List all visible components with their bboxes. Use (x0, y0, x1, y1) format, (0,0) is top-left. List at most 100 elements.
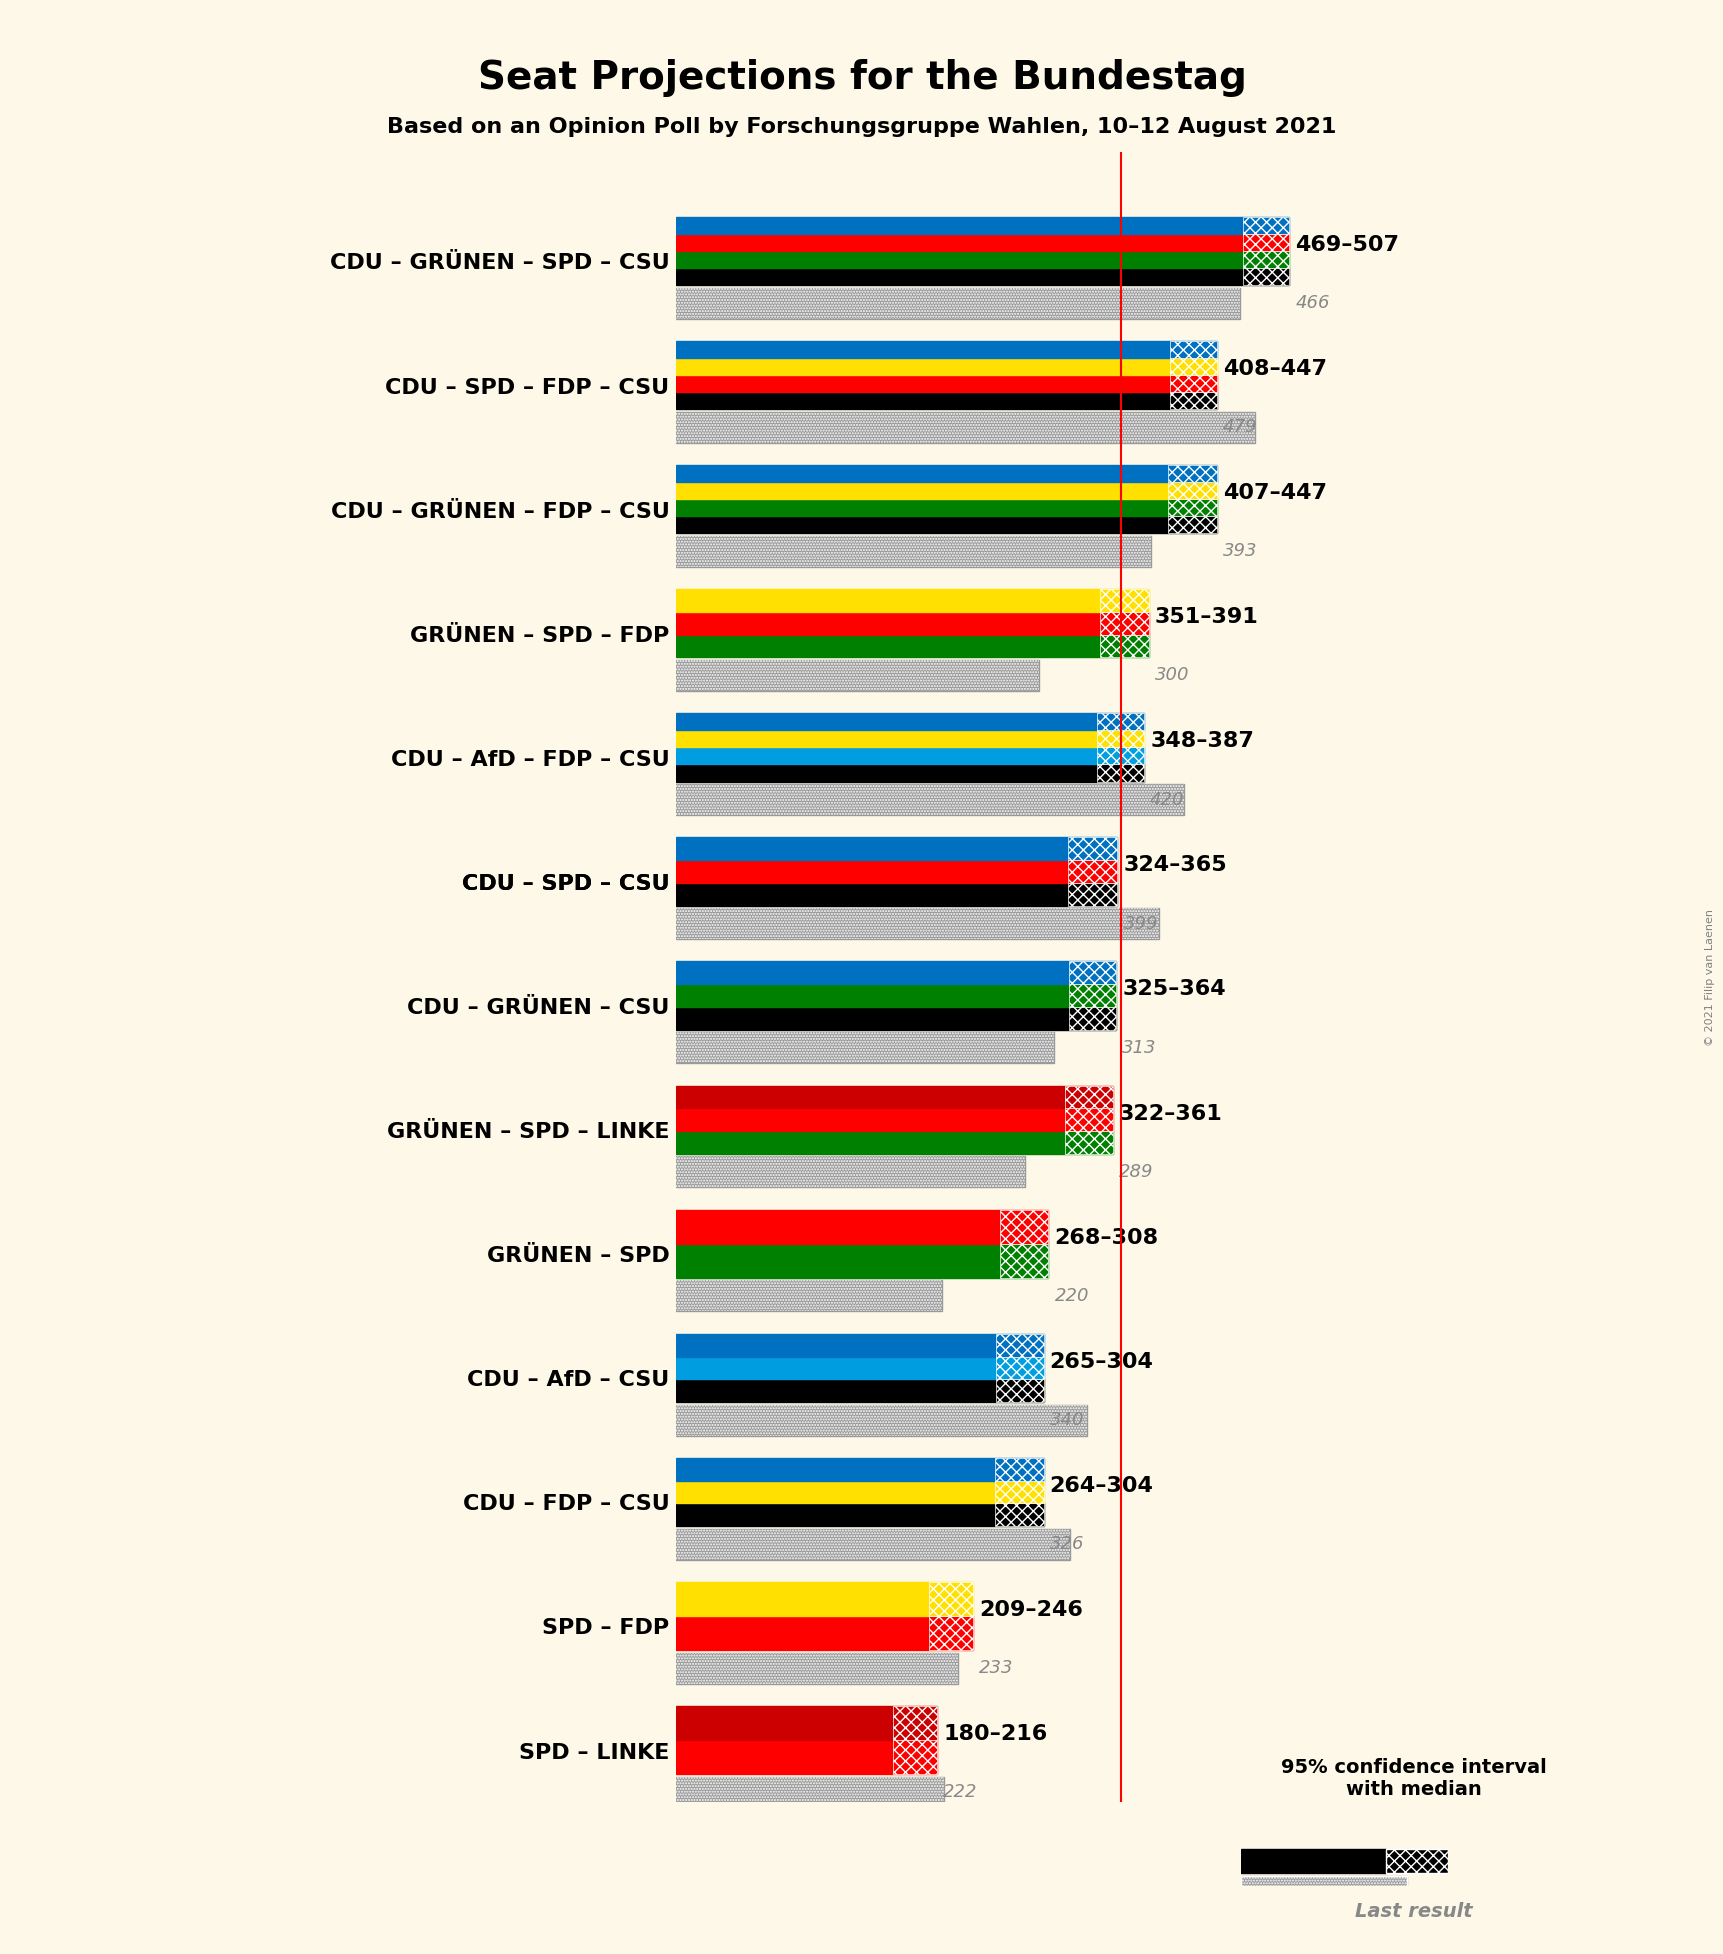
Bar (994, 1503, 1042, 1526)
Bar (675, 250, 1289, 268)
Text: 268–308: 268–308 (1054, 1227, 1158, 1247)
Text: GRÜNEN – SPD – FDP: GRÜNEN – SPD – FDP (410, 625, 669, 645)
Bar (893, 1741, 937, 1774)
Bar (893, 1706, 937, 1741)
Bar (675, 909, 1158, 940)
Bar (1242, 268, 1289, 285)
Bar (1241, 1876, 1406, 1886)
Bar (675, 535, 1151, 567)
Bar (994, 1458, 1042, 1481)
Bar (999, 1245, 1048, 1278)
Bar (1067, 883, 1117, 905)
Bar (675, 342, 1216, 358)
Bar (675, 465, 1216, 483)
Bar (675, 1503, 1042, 1526)
Bar (1096, 764, 1144, 782)
Bar (1168, 358, 1216, 375)
Bar (675, 1776, 944, 1807)
Text: 289: 289 (1118, 1163, 1153, 1180)
Bar (675, 1458, 1042, 1481)
Text: CDU – SPD – CSU: CDU – SPD – CSU (462, 873, 669, 893)
Bar (1067, 838, 1117, 860)
Bar (675, 1131, 1111, 1153)
Bar (675, 1210, 1048, 1245)
Bar (1168, 342, 1216, 358)
Bar (675, 1006, 1115, 1030)
Bar (675, 1157, 1025, 1188)
Bar (675, 1280, 941, 1311)
Bar (675, 1653, 956, 1684)
Bar (675, 412, 1254, 444)
Text: 324–365: 324–365 (1123, 856, 1227, 875)
Text: 399: 399 (1123, 914, 1158, 932)
Bar (675, 612, 1148, 635)
Bar (675, 1405, 1087, 1436)
Text: 326: 326 (1049, 1536, 1084, 1553)
Bar (1068, 985, 1115, 1006)
Bar (1168, 483, 1216, 498)
Bar (1099, 635, 1148, 657)
Bar (675, 590, 1148, 612)
Bar (675, 287, 1239, 319)
Text: Seat Projections for the Bundestag: Seat Projections for the Bundestag (477, 59, 1246, 96)
Text: 325–364: 325–364 (1122, 979, 1225, 998)
Bar (675, 764, 1144, 782)
Bar (675, 358, 1216, 375)
Text: CDU – GRÜNEN – SPD – CSU: CDU – GRÜNEN – SPD – CSU (329, 254, 669, 274)
Bar (1096, 748, 1144, 764)
Bar (675, 516, 1216, 533)
Text: 265–304: 265–304 (1049, 1352, 1153, 1372)
Text: 95% confidence interval
with median: 95% confidence interval with median (1280, 1759, 1546, 1798)
Bar (675, 1741, 937, 1774)
Text: CDU – FDP – CSU: CDU – FDP – CSU (462, 1495, 669, 1514)
Bar (1168, 465, 1216, 483)
Bar (675, 1335, 1042, 1356)
Bar (675, 412, 1254, 444)
Text: 479: 479 (1222, 418, 1256, 436)
Bar (1099, 612, 1148, 635)
Text: SPD – FDP: SPD – FDP (543, 1618, 669, 1639)
Bar (675, 1776, 944, 1807)
Text: 313: 313 (1122, 1040, 1156, 1057)
Bar (675, 1356, 1042, 1380)
Bar (675, 1157, 1025, 1188)
Bar (675, 1528, 1070, 1559)
Bar (1241, 1848, 1385, 1874)
Text: 209–246: 209–246 (979, 1600, 1082, 1620)
Bar (1065, 1131, 1111, 1153)
Bar (675, 660, 1039, 692)
Bar (675, 1616, 973, 1651)
Bar (675, 1245, 1048, 1278)
Bar (999, 1210, 1048, 1245)
Text: 340: 340 (1049, 1411, 1084, 1428)
Text: 393: 393 (1222, 543, 1256, 561)
Bar (996, 1356, 1042, 1380)
Bar (929, 1583, 973, 1616)
Text: 180–216: 180–216 (942, 1723, 1048, 1745)
Text: GRÜNEN – SPD – LINKE: GRÜNEN – SPD – LINKE (386, 1122, 669, 1143)
Bar (1241, 1876, 1406, 1886)
Text: 351–391: 351–391 (1154, 608, 1258, 627)
Text: CDU – GRÜNEN – FDP – CSU: CDU – GRÜNEN – FDP – CSU (331, 502, 669, 522)
Text: 220: 220 (1054, 1288, 1089, 1305)
Bar (996, 1335, 1042, 1356)
Bar (994, 1481, 1042, 1503)
Bar (675, 985, 1115, 1006)
Text: GRÜNEN – SPD: GRÜNEN – SPD (486, 1247, 669, 1266)
Bar (675, 1706, 937, 1741)
Bar (675, 217, 1289, 234)
Bar (675, 498, 1216, 516)
Bar (675, 1481, 1042, 1503)
Text: 222: 222 (942, 1784, 977, 1802)
Text: CDU – SPD – CSU: CDU – SPD – CSU (462, 873, 669, 893)
Bar (929, 1616, 973, 1651)
Bar (1242, 217, 1289, 234)
Bar (675, 860, 1117, 883)
Text: © 2021 Filip van Laenen: © 2021 Filip van Laenen (1704, 909, 1714, 1045)
Text: Based on an Opinion Poll by Forschungsgruppe Wahlen, 10–12 August 2021: Based on an Opinion Poll by Forschungsgr… (388, 117, 1335, 137)
Bar (1168, 375, 1216, 393)
Bar (675, 1583, 973, 1616)
Text: 300: 300 (1154, 666, 1189, 684)
Bar (675, 1380, 1042, 1403)
Bar (675, 731, 1144, 748)
